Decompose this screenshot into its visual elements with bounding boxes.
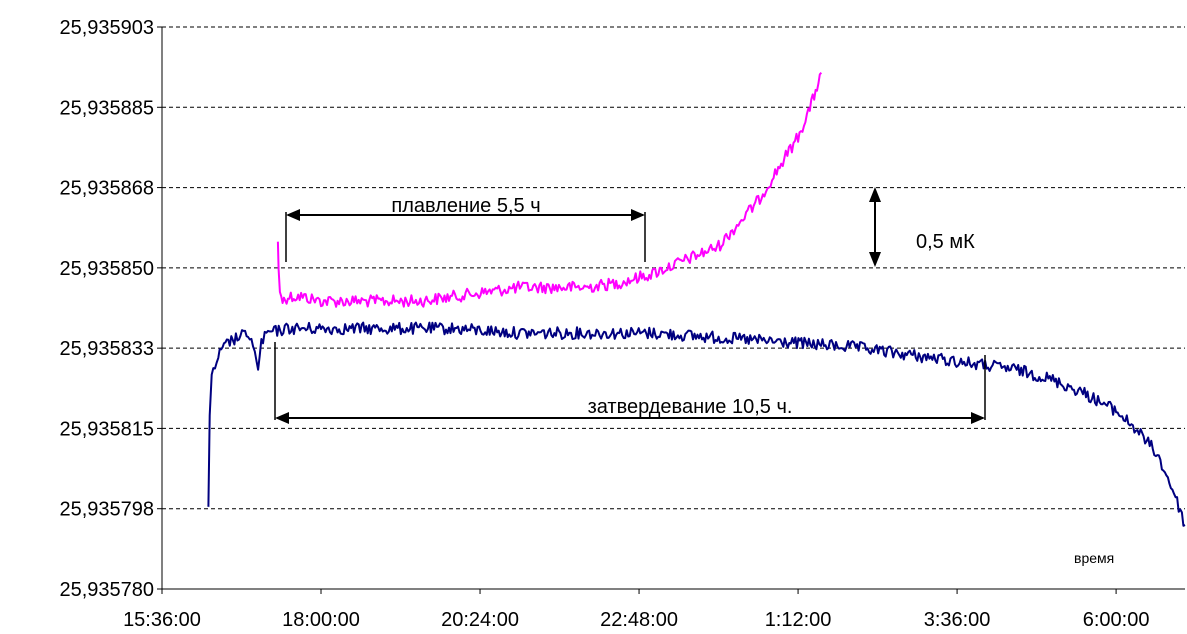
x-tick-label: 22:48:00 [600,609,678,631]
y-tick-label: 25,935815 [59,418,154,440]
x-tick-label: 20:24:00 [441,609,519,631]
y-tick-label: 25,935885 [59,97,154,119]
series-line-2 [207,321,1186,527]
axes [157,26,1185,594]
melting-arrow [286,209,645,221]
melting-annotation: плавление 5,5 ч [391,195,540,217]
arrow-head-left [275,412,289,424]
arrow-head-left [286,209,300,221]
annotations: плавление 5,5 ч затвердевание 10,5 ч. 0,… [274,187,986,424]
x-tick-label: 6:00:00 [1083,609,1150,631]
y-tick-label: 25,935903 [59,17,154,39]
solidification-annotation: затвердевание 10,5 ч. [588,396,793,418]
arrow-head-right [971,412,985,424]
x-tick-label: 15:36:00 [123,609,201,631]
arrow-head-right [631,209,645,221]
x-axis-label: время [1074,550,1114,566]
arrow-head-up [869,187,881,202]
series-line-1 [276,72,823,308]
y-tick-label: 25,935833 [59,338,154,360]
y-tick-label: 25,935780 [59,579,154,601]
x-tick-label: 1:12:00 [765,609,832,631]
series-lines [207,72,1186,527]
solidification-arrow [275,412,985,424]
scale-annotation: 0,5 мК [916,231,975,253]
x-tick-label: 3:36:00 [924,609,991,631]
x-tick-labels: 15:36:00 18:00:00 20:24:00 22:48:00 1:12:00 3… [123,609,1149,631]
y-tick-label: 25,935868 [59,178,154,200]
y-tick-label: 25,935850 [59,258,154,280]
scale-arrow [869,187,881,267]
x-tick-label: 18:00:00 [282,609,360,631]
arrow-head-down [869,252,881,267]
y-tick-labels: 25,935780 25,935798 25,935815 25,935833 25,9… [59,17,154,601]
y-tick-label: 25,935798 [59,499,154,521]
